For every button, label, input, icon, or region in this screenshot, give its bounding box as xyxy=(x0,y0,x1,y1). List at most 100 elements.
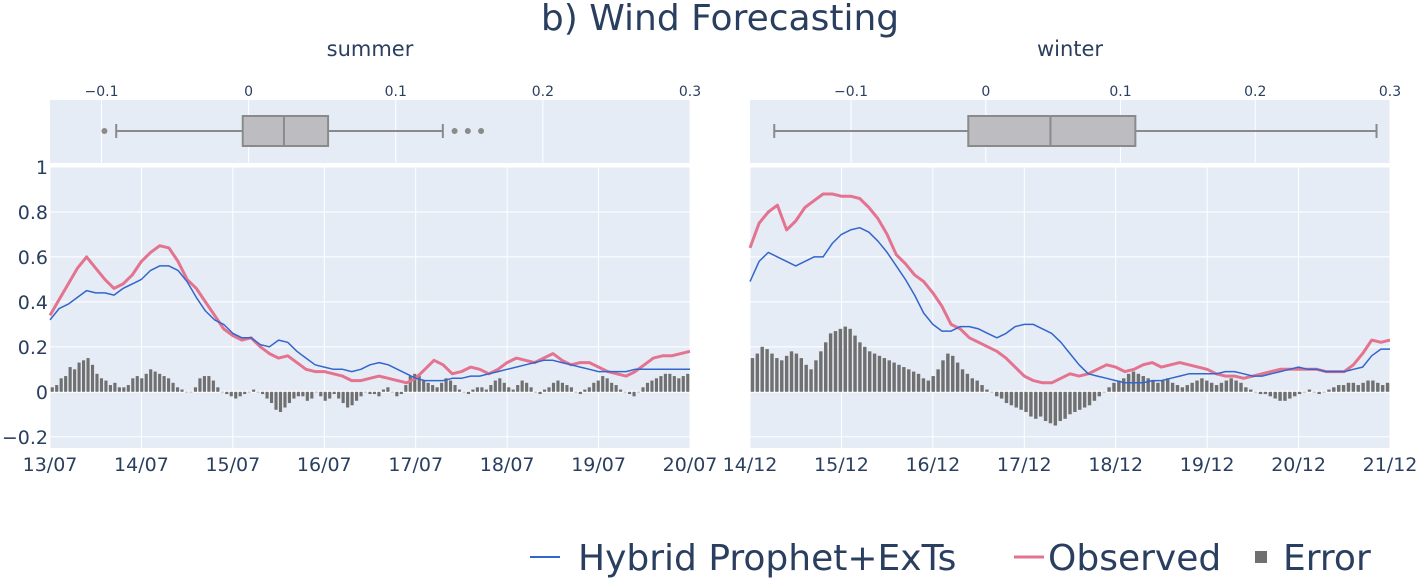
error-bar xyxy=(234,391,238,399)
error-bar xyxy=(1336,385,1341,392)
error-bar xyxy=(287,391,292,404)
error-bar xyxy=(198,378,202,392)
error-bar xyxy=(833,331,838,392)
error-bar xyxy=(108,385,112,392)
error-bar xyxy=(386,387,390,392)
error-bar xyxy=(1038,391,1043,417)
x-tick-label: 19/12 xyxy=(1180,454,1235,476)
error-bar xyxy=(1024,391,1028,413)
x-tick-label: 13/07 xyxy=(23,454,78,476)
error-bar xyxy=(863,346,867,392)
error-bar xyxy=(193,387,198,392)
error-bar xyxy=(283,391,287,408)
error-bar xyxy=(636,391,641,393)
error-bar xyxy=(292,391,296,399)
error-bar xyxy=(1317,391,1321,395)
error-bar xyxy=(1019,391,1023,410)
error-bar xyxy=(645,382,650,392)
box-x-tick-label: 0.2 xyxy=(1244,84,1266,100)
error-bar xyxy=(542,389,547,392)
error-bar xyxy=(951,355,955,392)
error-bar xyxy=(1200,378,1204,392)
error-bar xyxy=(770,353,774,392)
error-bar xyxy=(238,391,242,397)
error-bar xyxy=(1341,385,1346,392)
y-axis: −0.2 0 0.2 0.4 0.6 0.8 1 xyxy=(2,157,48,449)
error-bar xyxy=(1234,380,1238,392)
error-bar xyxy=(520,380,524,392)
error-bar xyxy=(314,391,318,393)
error-bar xyxy=(153,371,157,392)
x-tick-label: 17/07 xyxy=(388,454,443,476)
error-bar xyxy=(804,364,808,392)
error-bar xyxy=(90,364,95,392)
error-bar xyxy=(462,391,466,393)
error-bar xyxy=(1346,382,1351,392)
error-bar xyxy=(359,391,363,397)
legend-error-label: Error xyxy=(1283,538,1371,579)
error-bar xyxy=(784,355,789,392)
error-bar xyxy=(623,391,627,393)
error-bar xyxy=(1141,376,1145,392)
error-bar xyxy=(1185,385,1189,392)
error-bar xyxy=(444,378,448,392)
error-bar xyxy=(799,358,804,392)
x-tick-label: 19/07 xyxy=(571,454,626,476)
error-bar xyxy=(1180,387,1185,392)
error-bar xyxy=(750,358,755,392)
error-bar xyxy=(498,378,502,392)
summer-panel: summer −0.1 0 0.1 0.2 0.3 13/07 14/07 15/07 16/0… xyxy=(23,37,718,476)
error-bar xyxy=(574,391,578,393)
x-tick-label: 20/07 xyxy=(663,454,718,476)
error-bar xyxy=(337,391,341,399)
error-bar xyxy=(144,373,148,392)
error-bar xyxy=(73,369,77,392)
error-bar xyxy=(1312,391,1316,393)
error-bar xyxy=(583,389,587,392)
error-bar xyxy=(1268,391,1273,397)
error-bar xyxy=(1283,391,1287,401)
error-bar xyxy=(587,387,591,392)
legend: Hybrid Prophet+ExTs Observed Error xyxy=(530,538,1371,579)
error-bar xyxy=(1161,380,1165,392)
y-tick-label: −0.2 xyxy=(2,427,48,449)
error-bar xyxy=(1107,387,1111,392)
error-bar xyxy=(332,391,336,395)
box-x-tick-label: 0 xyxy=(244,84,253,100)
error-bar xyxy=(525,382,529,392)
legend-hybrid-label: Hybrid Prophet+ExTs xyxy=(578,538,956,579)
error-bar xyxy=(980,385,984,392)
error-bar xyxy=(955,362,960,392)
box-iqr xyxy=(241,115,330,147)
box-x-tick-label: 0 xyxy=(981,84,990,100)
error-bar xyxy=(650,380,654,392)
hybrid-line xyxy=(749,226,1390,384)
error-bar xyxy=(167,378,171,392)
error-bar xyxy=(663,373,667,392)
error-bar xyxy=(1048,391,1053,424)
error-bar xyxy=(1092,391,1097,401)
error-bar xyxy=(95,373,99,392)
box-x-tick-label: −0.1 xyxy=(84,84,118,100)
error-bar xyxy=(1258,391,1263,395)
error-bar xyxy=(113,382,117,392)
error-bar xyxy=(184,391,189,393)
error-bar xyxy=(1385,382,1390,392)
error-bar xyxy=(965,373,970,392)
error-bar xyxy=(471,389,475,392)
box-outlier xyxy=(451,128,458,134)
error-bar xyxy=(659,376,663,392)
error-bar xyxy=(911,371,916,392)
error-bar xyxy=(1068,391,1072,415)
winter-subplot-title: winter xyxy=(1037,37,1103,61)
error-bar xyxy=(269,391,274,404)
error-bar xyxy=(390,391,394,393)
error-bar xyxy=(843,326,847,392)
x-tick-label: 14/12 xyxy=(723,454,778,476)
error-bar xyxy=(1273,391,1277,399)
error-bar xyxy=(140,378,144,392)
error-bar xyxy=(1322,391,1326,393)
error-bar xyxy=(765,349,769,392)
box-x-tick-label: 0.3 xyxy=(1379,84,1401,100)
error-bar xyxy=(1332,387,1336,392)
